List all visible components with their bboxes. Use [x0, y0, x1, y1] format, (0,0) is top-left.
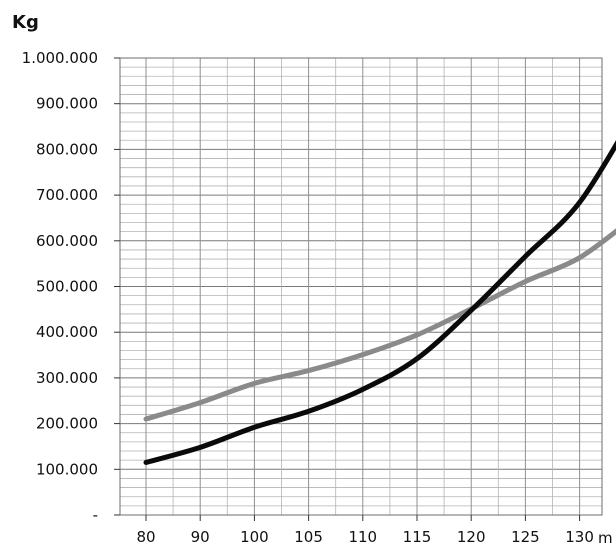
series-line-black: [143, 140, 616, 465]
x-tick-label: 90: [191, 528, 210, 546]
grid: [120, 57, 602, 516]
y-axis-unit-label: Kg: [12, 12, 39, 33]
x-tick-label: 120: [457, 528, 486, 546]
x-tick-labels: 8090100105110115120125130140: [136, 528, 594, 546]
y-tick-label: 700.000: [36, 186, 98, 204]
y-tick-label: 100.000: [36, 460, 98, 478]
y-tick-label: 300.000: [36, 369, 98, 387]
y-tick-label: 200.000: [36, 415, 98, 433]
y-tick-label: -: [93, 506, 98, 524]
axes: [114, 57, 603, 521]
series-lines: [143, 140, 616, 465]
series-line-gray: [143, 228, 616, 422]
x-axis-unit-label: m: [598, 529, 613, 547]
y-tick-label: 500.000: [36, 278, 98, 296]
x-tick-label: 130: [565, 528, 594, 546]
y-tick-label: 600.000: [36, 232, 98, 250]
x-tick-label: 125: [511, 528, 540, 546]
y-tick-labels: - 100.000 200.000 300.000 400.000 500.000 600.…: [22, 49, 98, 524]
x-tick-label: 110: [348, 528, 377, 546]
x-tick-label: 105: [294, 528, 323, 546]
x-tick-label: 115: [403, 528, 432, 546]
x-tick-label: 80: [136, 528, 155, 546]
y-tick-label: 1.000.000: [22, 49, 98, 67]
y-tick-label: 900.000: [36, 95, 98, 113]
y-tick-label: 800.000: [36, 140, 98, 158]
y-tick-label: 400.000: [36, 323, 98, 341]
x-tick-label: 100: [240, 528, 269, 546]
